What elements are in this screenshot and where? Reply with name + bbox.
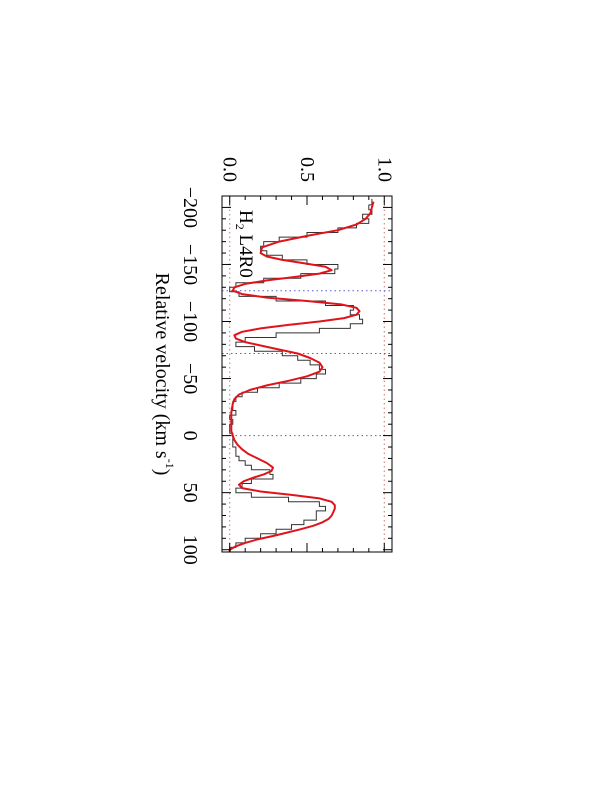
y-tick-label: 0.5 (296, 157, 318, 182)
y-tick-label: 1.0 (373, 157, 395, 182)
annotation-main: H (236, 210, 257, 224)
transition-annotation: H2 L4R0 (233, 210, 257, 278)
x-tick-label: 0 (179, 431, 201, 441)
x-axis-title: Relative velocity (km s-1) (151, 273, 177, 476)
x-tick-label: −100 (179, 301, 201, 342)
annotation-rest: L4R0 (236, 230, 257, 278)
annotation-subscript: 2 (233, 224, 247, 230)
x-tick-label: 100 (179, 535, 201, 565)
x-tick-label: −150 (179, 244, 201, 285)
frame-ticks (221, 195, 393, 553)
x-axis-title-unit-exponent: -1 (163, 459, 177, 469)
x-tick-label: −50 (179, 363, 201, 394)
x-axis-title-text: Relative velocity (km s (151, 273, 173, 459)
x-tick-label: −200 (179, 187, 201, 228)
x-tick-label: 50 (179, 483, 201, 503)
observed-spectrum-step (229, 198, 373, 552)
model-fit-line (228, 201, 375, 552)
x-axis-title-close: ) (151, 469, 173, 476)
labels-group: −200 −150 −100 −50 0 50 100 0.0 0.5 1.0 Relative v… (151, 157, 395, 565)
y-tick-label: 0.0 (219, 157, 241, 182)
plot-area (222, 196, 392, 552)
